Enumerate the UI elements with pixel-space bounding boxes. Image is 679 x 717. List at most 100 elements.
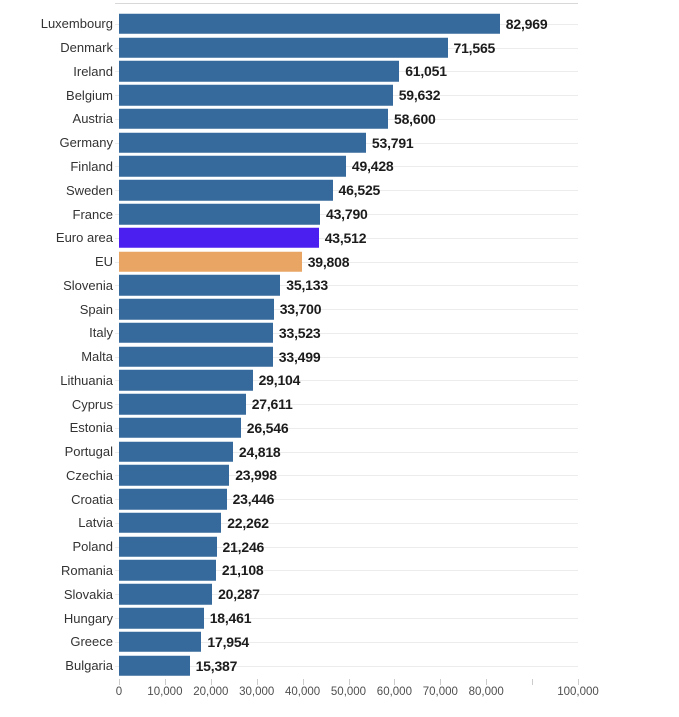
bar-track: 23,998 bbox=[115, 464, 578, 488]
bar[interactable] bbox=[119, 488, 227, 510]
bar[interactable] bbox=[119, 227, 319, 249]
bar[interactable] bbox=[119, 441, 233, 462]
value-label: 33,499 bbox=[278, 348, 321, 365]
chart-row: Poland 21,246 bbox=[0, 535, 679, 559]
bar[interactable] bbox=[119, 370, 253, 391]
value-label: 82,969 bbox=[505, 15, 548, 32]
x-axis-tick-label: 20,000 bbox=[193, 686, 229, 698]
category-label: EU bbox=[94, 254, 113, 270]
row-gridline bbox=[115, 546, 578, 548]
category-label: Denmark bbox=[60, 40, 113, 56]
bar[interactable] bbox=[119, 536, 217, 557]
row-gridline bbox=[115, 356, 578, 358]
chart-row: Hungary 18,461 bbox=[0, 606, 679, 630]
value-label: 29,104 bbox=[258, 372, 301, 389]
x-axis-tick-label: 80,000 bbox=[468, 686, 504, 698]
bar[interactable] bbox=[119, 584, 213, 605]
value-label: 27,611 bbox=[251, 396, 293, 413]
chart-row: Euro area 43,512 bbox=[0, 226, 679, 250]
x-axis-tick bbox=[394, 679, 396, 685]
bar[interactable] bbox=[119, 251, 302, 272]
row-gridline bbox=[115, 190, 578, 192]
category-label: Italy bbox=[89, 325, 113, 341]
bar[interactable] bbox=[119, 346, 273, 367]
chart-row: Malta 33,499 bbox=[0, 345, 679, 369]
x-axis-tick-label: 10,000 bbox=[147, 686, 183, 698]
category-label: Austria bbox=[72, 111, 113, 127]
row-gridline bbox=[115, 166, 578, 168]
bar[interactable] bbox=[119, 655, 190, 676]
bar[interactable] bbox=[119, 37, 448, 58]
row-gridline bbox=[115, 261, 578, 263]
value-label: 20,287 bbox=[218, 586, 260, 603]
row-gridline bbox=[115, 570, 578, 572]
x-axis-tick bbox=[486, 679, 488, 685]
bar-track: 18,461 bbox=[115, 606, 578, 630]
bar[interactable] bbox=[119, 322, 273, 344]
category-label: Croatia bbox=[71, 491, 113, 507]
x-axis-tick-label: 60,000 bbox=[376, 686, 412, 698]
bar[interactable] bbox=[119, 84, 393, 106]
value-label: 21,108 bbox=[221, 562, 264, 579]
bar[interactable] bbox=[119, 298, 274, 320]
value-label: 17,954 bbox=[207, 633, 250, 650]
row-gridline bbox=[115, 475, 578, 477]
chart-row: Sweden 46,525 bbox=[0, 178, 679, 202]
chart-row: Bulgaria 15,387 bbox=[0, 654, 679, 678]
bar[interactable] bbox=[119, 61, 400, 82]
x-axis-tick bbox=[578, 679, 579, 685]
bar-track: 20,287 bbox=[115, 582, 578, 606]
bar-track: 26,546 bbox=[115, 416, 578, 440]
value-label: 33,523 bbox=[278, 324, 321, 341]
bar-track: 17,954 bbox=[115, 630, 578, 654]
category-label: Ireland bbox=[73, 63, 113, 79]
bar-track: 43,790 bbox=[115, 202, 578, 226]
x-axis-tick-label: 0 bbox=[115, 686, 123, 698]
chart-row: Greece 17,954 bbox=[0, 630, 679, 654]
bar-track: 33,700 bbox=[115, 297, 578, 321]
bar[interactable] bbox=[119, 203, 320, 225]
bar-track: 59,632 bbox=[115, 83, 578, 107]
bar[interactable] bbox=[119, 132, 366, 153]
bar[interactable] bbox=[119, 156, 346, 177]
bar[interactable] bbox=[119, 631, 202, 653]
row-gridline bbox=[115, 665, 578, 667]
value-label: 22,262 bbox=[227, 514, 269, 531]
bar-track: 15,387 bbox=[115, 654, 578, 678]
category-label: Malta bbox=[81, 349, 113, 365]
bar-track: 46,525 bbox=[115, 178, 578, 202]
x-axis-tick bbox=[210, 679, 212, 685]
row-gridline bbox=[115, 237, 578, 239]
chart-row: Estonia 26,546 bbox=[0, 416, 679, 440]
bar-track: 61,051 bbox=[115, 60, 578, 84]
chart-row: Latvia 22,262 bbox=[0, 511, 679, 535]
category-label: Estonia bbox=[69, 420, 113, 436]
bar[interactable] bbox=[119, 560, 216, 581]
bar-track: 49,428 bbox=[115, 155, 578, 179]
value-label: 39,808 bbox=[307, 253, 350, 270]
chart-row: Belgium 59,632 bbox=[0, 83, 679, 107]
bar[interactable] bbox=[119, 179, 333, 201]
chart-top-border bbox=[115, 3, 578, 4]
row-gridline bbox=[115, 214, 578, 215]
row-gridline bbox=[115, 618, 578, 620]
chart-row: Lithuania 29,104 bbox=[0, 368, 679, 392]
bar[interactable] bbox=[119, 512, 222, 534]
chart-row: Slovakia 20,287 bbox=[0, 582, 679, 606]
bar[interactable] bbox=[119, 465, 230, 486]
x-axis-tick bbox=[348, 679, 350, 685]
bar[interactable] bbox=[119, 607, 204, 629]
bar[interactable] bbox=[119, 417, 241, 439]
row-gridline bbox=[115, 594, 578, 596]
x-axis-tick bbox=[164, 679, 166, 685]
x-axis-tick bbox=[119, 679, 120, 685]
bar[interactable] bbox=[119, 108, 388, 130]
chart-row: Portugal 24,818 bbox=[0, 440, 679, 464]
bar-track: 29,104 bbox=[115, 368, 578, 392]
chart-row: Germany 53,791 bbox=[0, 131, 679, 155]
bar[interactable] bbox=[119, 393, 246, 415]
bar[interactable] bbox=[119, 275, 281, 296]
row-gridline bbox=[115, 285, 578, 287]
bar[interactable] bbox=[119, 13, 500, 35]
row-gridline bbox=[115, 499, 578, 501]
